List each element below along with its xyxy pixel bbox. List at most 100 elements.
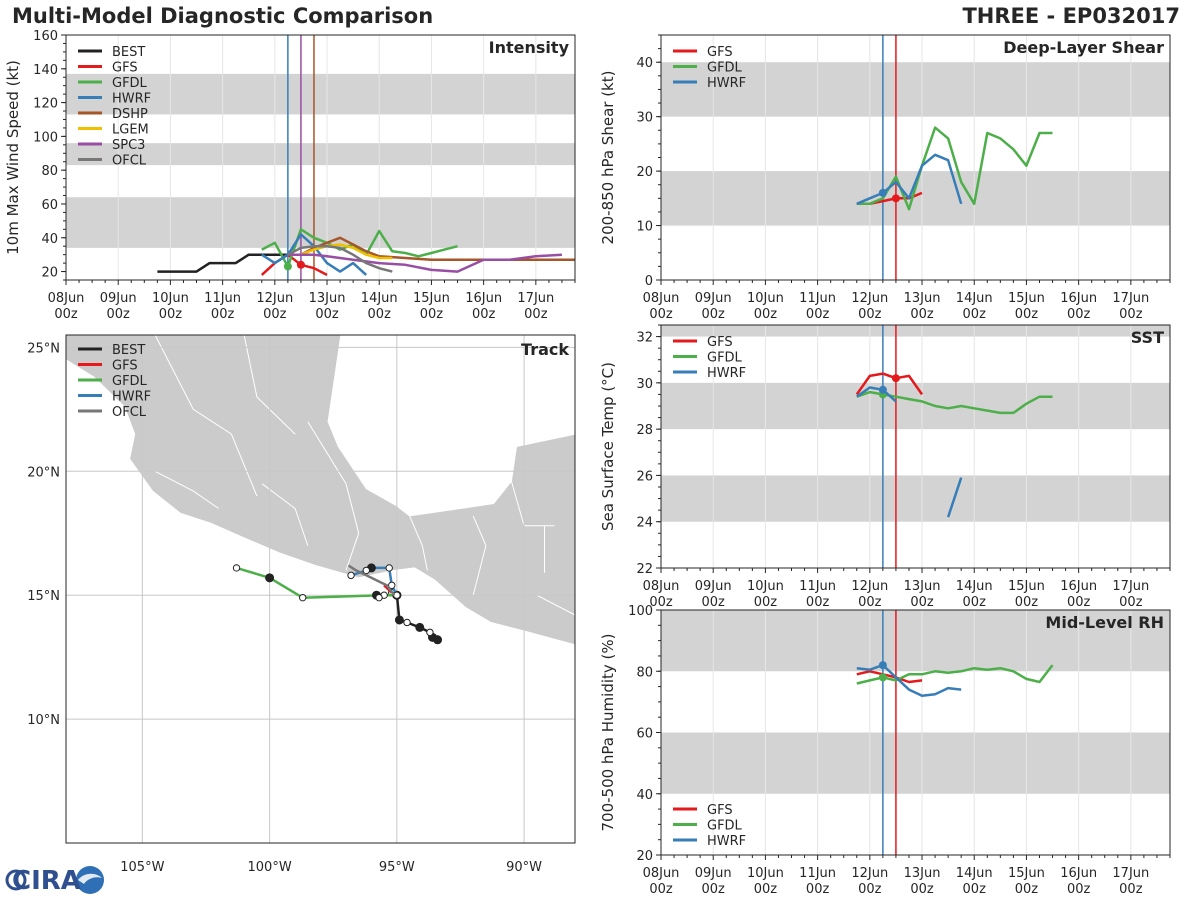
track-point: [385, 564, 393, 572]
x-tick-date: 15Jun: [1008, 579, 1045, 594]
x-tick-hour: 00z: [211, 307, 235, 322]
y-tick-label: 40: [636, 788, 653, 803]
x-tick-hour: 00z: [649, 882, 673, 897]
y-axis-label: 700-500 hPa Humidity (%): [599, 633, 617, 831]
x-tick-hour: 00z: [963, 595, 987, 610]
series-marker-gfs: [891, 374, 900, 383]
x-tick-hour: 00z: [368, 307, 392, 322]
x-tick-date: 17Jun: [1112, 291, 1149, 306]
lat-label: 20°N: [27, 465, 60, 480]
shaded-band: [661, 475, 1170, 522]
map-state-border: [536, 594, 575, 616]
legend-label: GFS: [707, 335, 733, 350]
series-line-best: [157, 253, 288, 273]
lon-label: 95°W: [379, 860, 415, 875]
x-tick-date: 17Jun: [517, 291, 554, 306]
x-tick-date: 11Jun: [204, 291, 241, 306]
x-tick-label: 11Jun 00z: [799, 579, 836, 610]
x-tick-label: 16Jun 00z: [1060, 579, 1097, 610]
legend-label: BEST: [112, 45, 145, 60]
x-tick-date: 10Jun: [747, 866, 784, 881]
series-line-hwrf: [946, 477, 963, 518]
legend-label: HWRF: [112, 92, 151, 107]
x-tick-label: 10Jun 00z: [747, 291, 784, 322]
x-tick-hour: 00z: [472, 307, 496, 322]
y-tick-label: 20: [636, 165, 653, 180]
x-tick-hour: 00z: [1119, 882, 1143, 897]
series-marker-gfdl: [283, 262, 292, 271]
map-state-border: [154, 470, 219, 509]
x-tick-hour: 00z: [1067, 307, 1091, 322]
legend-label: HWRF: [707, 834, 746, 849]
x-tick-date: 08Jun: [643, 866, 680, 881]
x-tick-date: 16Jun: [1060, 579, 1097, 594]
x-tick-hour: 00z: [263, 307, 287, 322]
logo-text: CIRA: [12, 866, 81, 896]
x-tick-date: 11Jun: [799, 866, 836, 881]
x-tick-date: 10Jun: [747, 291, 784, 306]
x-tick-label: 08Jun 00z: [48, 291, 85, 322]
x-tick-hour: 00z: [858, 595, 882, 610]
x-tick-label: 09Jun 00z: [100, 291, 137, 322]
x-tick-date: 16Jun: [1060, 291, 1097, 306]
x-tick-hour: 00z: [858, 882, 882, 897]
x-tick-label: 15Jun 00z: [1008, 579, 1045, 610]
lon-label: 105°W: [120, 860, 164, 875]
y-tick-label: 80: [41, 164, 58, 179]
x-tick-date: 08Jun: [643, 291, 680, 306]
x-tick-hour: 00z: [649, 595, 673, 610]
x-tick-label: 09Jun 00z: [695, 291, 732, 322]
y-tick-label: 40: [636, 56, 653, 71]
track-point: [403, 618, 411, 627]
page-title: Multi-Model Diagnostic Comparison: [12, 4, 434, 28]
logo-ring-icon: [5, 869, 27, 891]
y-tick-label: 32: [636, 331, 653, 346]
x-tick-label: 13Jun 00z: [904, 579, 941, 610]
x-tick-label: 13Jun 00z: [904, 291, 941, 322]
series-line-gfdl: [856, 664, 1054, 685]
x-tick-label: 09Jun 00z: [695, 866, 732, 897]
x-tick-date: 11Jun: [799, 291, 836, 306]
x-tick-hour: 00z: [524, 307, 548, 322]
legend-label: GFS: [707, 803, 733, 818]
x-tick-label: 11Jun 00z: [204, 291, 241, 322]
logo-swirl-icon: [78, 873, 102, 884]
x-tick-label: 15Jun 00z: [413, 291, 450, 322]
y-tick-label: 40: [41, 232, 58, 247]
x-tick-hour: 00z: [858, 307, 882, 322]
track-point: [362, 566, 371, 575]
x-tick-label: 12Jun 00z: [256, 291, 293, 322]
legend-label: LGEM: [112, 123, 149, 138]
series-marker-gfs: [891, 194, 900, 203]
x-tick-hour: 00z: [702, 882, 726, 897]
y-tick-label: 60: [636, 727, 653, 742]
track-point: [426, 628, 434, 637]
legend-label: OFCL: [112, 405, 147, 420]
track-point: [388, 581, 396, 589]
track-point: [265, 573, 275, 583]
x-tick-hour: 00z: [754, 595, 778, 610]
track-point: [347, 571, 355, 580]
map-state-border: [154, 335, 258, 497]
series-line-lgem: [300, 243, 393, 260]
x-tick-label: 13Jun 00z: [904, 866, 941, 897]
x-tick-hour: 00z: [1119, 595, 1143, 610]
map-state-border: [472, 515, 487, 596]
track-line-ofcl: [347, 564, 396, 596]
x-tick-hour: 00z: [1015, 595, 1039, 610]
shaded-band: [661, 325, 1170, 337]
map-state-border: [307, 421, 360, 571]
x-tick-date: 09Jun: [100, 291, 137, 306]
legend-label: GFDL: [707, 61, 743, 76]
x-tick-date: 09Jun: [695, 866, 732, 881]
x-tick-date: 15Jun: [413, 291, 450, 306]
x-tick-date: 14Jun: [361, 291, 398, 306]
x-tick-date: 16Jun: [465, 291, 502, 306]
track-point: [393, 591, 401, 599]
y-tick-label: 28: [636, 423, 653, 438]
x-tick-date: 13Jun: [904, 291, 941, 306]
y-tick-label: 20: [636, 849, 653, 864]
legend-label: GFS: [112, 359, 138, 374]
